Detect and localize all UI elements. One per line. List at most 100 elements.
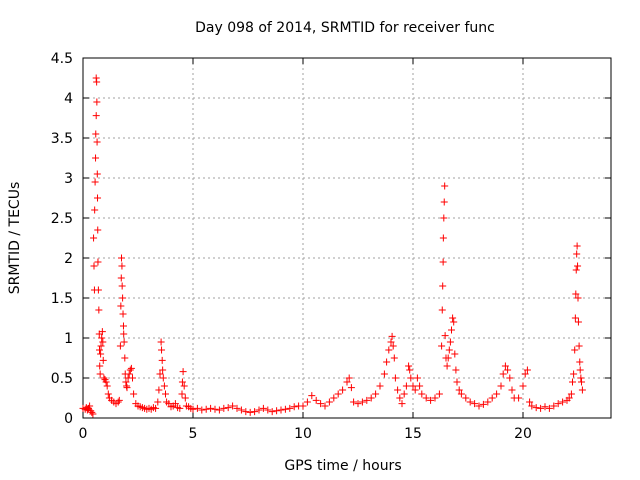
data-point [104,390,112,398]
data-point [176,404,184,412]
x-tick-label: 15 [404,426,422,442]
data-point [439,258,447,266]
data-point [400,390,408,398]
data-point [441,332,449,340]
data-point [317,400,325,408]
data-point [427,396,435,404]
data-point [567,390,575,398]
data-point [96,370,104,378]
data-point [450,318,458,326]
data-point [122,378,130,386]
data-point [91,178,99,186]
data-point [118,282,126,290]
data-point [100,374,108,382]
data-point [347,384,355,392]
data-point [573,250,581,258]
data-point [367,394,375,402]
x-tick-labels: 0 5 10 15 20 [79,426,532,442]
data-point [119,294,127,302]
data-point [570,370,578,378]
data-point [121,354,129,362]
data-point [178,378,186,386]
data-point [380,370,388,378]
data-point [455,386,463,394]
data-point [127,364,135,372]
data-point [159,366,167,374]
x-tick-label: 20 [514,426,532,442]
data-point [435,390,443,398]
plot-frame [82,57,612,419]
data-points [79,74,586,418]
data-point [449,314,457,322]
data-point [237,406,245,414]
data-point [471,400,479,408]
data-point [422,394,430,402]
data-point [92,154,100,162]
data-point [453,378,461,386]
x-tick-label: 10 [294,426,312,442]
data-point [286,404,294,412]
data-point [89,410,97,418]
data-point [577,374,585,382]
data-point [303,398,311,406]
data-point [92,130,100,138]
data-point [574,262,582,270]
data-point [91,206,99,214]
data-point [545,404,553,412]
data-point [523,366,531,374]
data-point [475,402,483,410]
data-point [479,400,487,408]
data-point [158,356,166,364]
data-point [391,374,399,382]
data-point [528,402,536,410]
data-point [211,405,219,413]
data-point [439,234,447,242]
data-point [372,390,380,398]
data-point [406,366,414,374]
data-point [354,400,362,408]
data-point [207,404,215,412]
data-point [418,390,426,398]
data-point [94,226,102,234]
data-point [120,338,128,346]
y-tick-label: 2.5 [51,211,73,227]
data-point [94,286,102,294]
data-point [308,392,316,400]
data-point [193,404,201,412]
data-point [521,370,529,378]
data-point [118,254,125,262]
data-point [402,382,410,390]
data-point [578,378,586,386]
data-point [383,358,391,366]
data-point [508,386,516,394]
data-point [488,394,496,402]
data-point [95,306,103,314]
axis-ticks [82,57,611,419]
data-point [90,234,98,242]
data-point [440,214,448,222]
data-point [155,386,163,394]
data-point [569,378,576,386]
data-point [438,306,446,314]
data-point [215,406,223,414]
data-point [394,386,402,394]
y-tick-label: 0.5 [51,371,73,387]
data-point [202,405,210,413]
data-point [363,396,371,404]
data-point [180,382,188,390]
data-point [92,112,100,120]
data-point [312,396,320,404]
data-point [96,346,103,354]
y-tick-label: 4.5 [51,51,73,67]
data-point [576,366,584,374]
data-point [99,356,107,364]
data-point [189,405,197,413]
data-point [409,382,417,390]
data-point [446,338,454,346]
y-tick-labels: 0 0.5 1 1.5 2 2.5 3 3.5 4 4.5 [51,51,73,427]
data-point [574,318,582,326]
data-point [385,346,393,354]
data-point [537,404,545,412]
data-point [119,310,127,318]
data-point [388,332,396,340]
